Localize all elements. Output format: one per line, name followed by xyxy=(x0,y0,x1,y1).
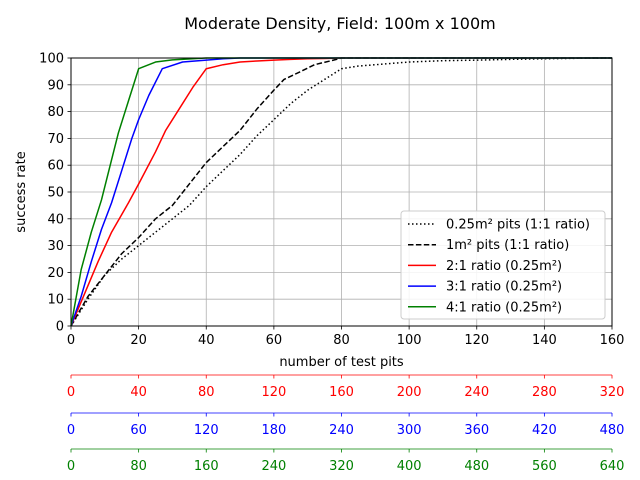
y-tick-label: 60 xyxy=(47,159,64,174)
y-tick-label: 90 xyxy=(47,78,64,93)
x-tick-label: 160 xyxy=(600,333,625,348)
legend-label: 2:1 ratio (0.25m²) xyxy=(446,259,562,274)
secondary-tick-label: 280 xyxy=(532,385,557,400)
x-tick-label: 100 xyxy=(397,333,422,348)
secondary-tick-label: 300 xyxy=(397,423,422,438)
x-tick-label: 120 xyxy=(464,333,489,348)
secondary-tick-label: 560 xyxy=(532,459,557,474)
legend-label: 0.25m² pits (1:1 ratio) xyxy=(446,218,590,233)
y-tick-label: 20 xyxy=(47,266,64,281)
secondary-tick-label: 0 xyxy=(67,459,75,474)
secondary-tick-label: 480 xyxy=(464,459,489,474)
secondary-tick-label: 480 xyxy=(600,423,625,438)
legend-box xyxy=(400,210,606,320)
secondary-tick-label: 420 xyxy=(532,423,557,438)
secondary-tick-label: 360 xyxy=(464,423,489,438)
secondary-axes: 0 40 80 120 160 200 240 280 320 0 60 120 180 240 300 36… xyxy=(67,374,625,474)
x-tick-label: 40 xyxy=(198,333,215,348)
secondary-tick-label: 60 xyxy=(130,423,147,438)
y-tick-label: 30 xyxy=(47,239,64,254)
legend-label: 1m² pits (1:1 ratio) xyxy=(446,238,569,253)
secondary-tick-label: 0 xyxy=(67,423,75,438)
secondary-tick-label: 240 xyxy=(329,423,354,438)
secondary-tick-label: 400 xyxy=(397,459,422,474)
secondary-tick-label: 80 xyxy=(130,459,147,474)
x-tick-label: 80 xyxy=(333,333,350,348)
y-axis-ticks: 0 10 20 30 40 50 60 70 80 90 100 xyxy=(39,52,71,335)
secondary-tick-label: 180 xyxy=(261,423,286,438)
secondary-tick-label: 120 xyxy=(261,385,286,400)
secondary-tick-label: 120 xyxy=(194,423,219,438)
y-tick-label: 40 xyxy=(47,212,64,227)
x-tick-label: 20 xyxy=(130,333,147,348)
y-tick-label: 100 xyxy=(39,52,64,67)
secondary-tick-label: 640 xyxy=(600,459,625,474)
legend: 0.25m² pits (1:1 ratio) 1m² pits (1:1 rat… xyxy=(400,210,606,320)
secondary-tick-label: 40 xyxy=(130,385,147,400)
secondary-tick-label: 200 xyxy=(397,385,422,400)
x-axis-ticks: 0 20 40 60 80 100 120 140 160 xyxy=(67,326,625,348)
legend-label: 4:1 ratio (0.25m²) xyxy=(446,300,562,315)
secondary-tick-label: 160 xyxy=(329,385,354,400)
secondary-tick-label: 0 xyxy=(67,385,75,400)
chart-title: Moderate Density, Field: 100m x 100m xyxy=(184,14,495,33)
secondary-tick-label: 80 xyxy=(198,385,215,400)
y-tick-label: 80 xyxy=(47,105,64,120)
x-tick-label: 0 xyxy=(67,333,75,348)
y-tick-label: 50 xyxy=(47,186,64,201)
secondary-tick-label: 320 xyxy=(600,385,625,400)
secondary-tick-label: 240 xyxy=(261,459,286,474)
x-tick-label: 60 xyxy=(266,333,283,348)
x-axis-label: number of test pits xyxy=(279,355,404,370)
secondary-tick-label: 240 xyxy=(464,385,489,400)
secondary-tick-label: 160 xyxy=(194,459,219,474)
y-tick-label: 0 xyxy=(56,320,64,335)
x-tick-label: 140 xyxy=(532,333,557,348)
y-tick-label: 70 xyxy=(47,132,64,147)
y-axis-label: success rate xyxy=(14,151,29,232)
secondary-tick-label: 320 xyxy=(329,459,354,474)
series-line-5 xyxy=(70,57,612,327)
y-tick-label: 10 xyxy=(47,293,64,308)
legend-label: 3:1 ratio (0.25m²) xyxy=(446,280,562,295)
series-line-2 xyxy=(70,57,612,327)
